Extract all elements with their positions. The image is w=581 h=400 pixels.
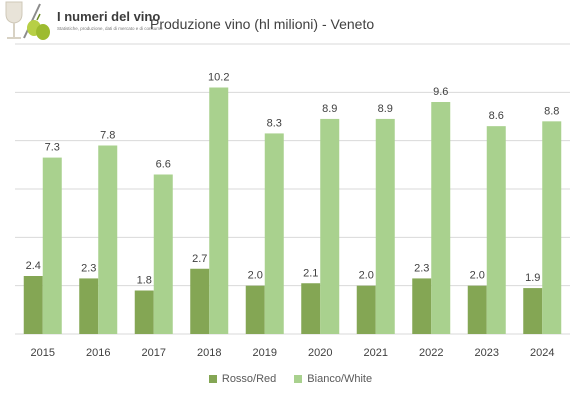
data-label: 2.0 (470, 270, 485, 282)
x-tick-label: 2019 (253, 347, 277, 359)
legend-item-white: Bianco/White (294, 373, 372, 385)
bar-white (264, 133, 284, 334)
bar-red (412, 278, 432, 334)
legend-item-red: Rosso/Red (208, 373, 277, 385)
bar-red (190, 268, 210, 334)
data-label: 1.9 (525, 272, 540, 284)
x-tick-label: 2016 (86, 347, 110, 359)
bar-white (98, 145, 118, 334)
bar-red (356, 285, 376, 334)
bars (23, 87, 562, 335)
data-label: 2.3 (414, 262, 429, 274)
chart-title: Produzione vino (hl milioni) - Veneto (150, 16, 375, 32)
logo-title: I numeri del vino (57, 9, 161, 24)
x-tick-label: 2023 (475, 347, 499, 359)
data-label: 8.9 (378, 103, 393, 115)
x-axis-ticks: 2015 2016 2017 2018 2019 2020 2021 2022 2023 2024 (31, 347, 555, 359)
data-label: 2.7 (192, 253, 207, 265)
x-tick-label: 2020 (308, 347, 332, 359)
legend: Rosso/Red Bianco/White (0, 373, 581, 385)
bar-red (245, 285, 265, 334)
data-label: 7.8 (100, 130, 115, 142)
data-label: 2.4 (26, 260, 41, 272)
legend-label-white: Bianco/White (307, 373, 373, 385)
bar-red (79, 278, 99, 334)
data-label: 8.3 (267, 117, 282, 129)
bar-white (375, 118, 395, 335)
x-tick-label: 2024 (530, 347, 554, 359)
data-label: 8.6 (489, 110, 504, 122)
data-label: 2.0 (359, 270, 374, 282)
logo: I numeri del vino Statistiche, produzion… (0, 0, 163, 44)
data-label: 6.6 (156, 159, 171, 171)
legend-swatch-white (294, 375, 303, 383)
bar-white (320, 118, 340, 335)
x-tick-label: 2018 (197, 347, 221, 359)
x-tick-label: 2015 (31, 347, 55, 359)
data-label: 9.6 (433, 86, 448, 98)
bar-red (23, 276, 43, 334)
bar-red (134, 290, 154, 334)
data-label: 2.1 (303, 267, 318, 279)
legend-label-red: Rosso/Red (221, 373, 277, 385)
bar-white (209, 87, 229, 334)
data-label: 7.3 (45, 142, 60, 154)
bar-white (486, 126, 506, 335)
x-tick-label: 2022 (419, 347, 443, 359)
data-label: 2.0 (248, 270, 263, 282)
data-label: 2.3 (81, 262, 96, 274)
bar-white (542, 121, 562, 334)
legend-swatch-red (208, 375, 217, 383)
logo-subtitle: Statistiche, produzione, dati di mercato… (57, 26, 163, 31)
bar-red (467, 285, 487, 334)
x-tick-label: 2017 (142, 347, 166, 359)
x-tick-label: 2021 (364, 347, 388, 359)
data-label: 1.8 (137, 275, 152, 287)
bar-red (523, 288, 543, 334)
data-label: 8.8 (544, 105, 559, 117)
wine-glass-logo-icon (5, 1, 50, 40)
bar-white (153, 174, 173, 334)
data-label: 10.2 (208, 72, 229, 84)
data-labels: 2.4 7.3 2.3 7.8 1.8 6.6 2.7 10.2 2.0 8.3 2.1 8.9 2.0… (26, 72, 560, 287)
bar-white (42, 157, 62, 334)
bar-red (301, 283, 321, 334)
data-label: 8.9 (322, 103, 337, 115)
bar-white (431, 102, 451, 334)
